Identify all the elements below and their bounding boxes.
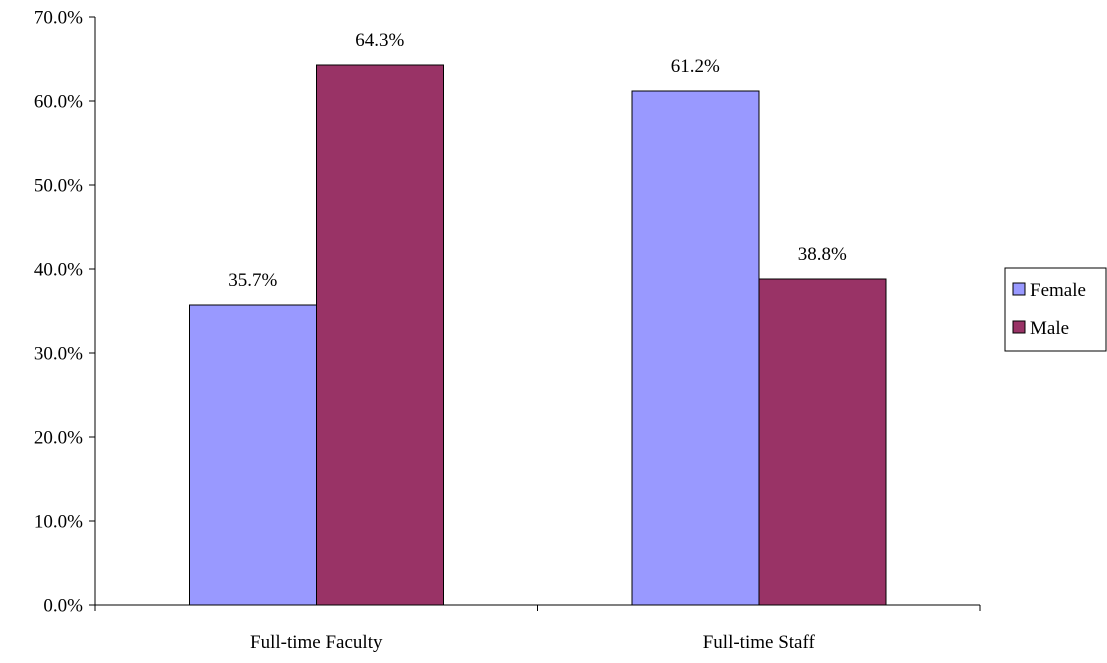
bars [188, 64, 887, 606]
data-label: 35.7% [228, 270, 277, 291]
bar-female-1 [631, 90, 760, 606]
y-tick-label: 0.0% [43, 596, 83, 617]
y-axis: 0.0% 10.0% 20.0% 30.0% 40.0% 50.0% 60.0% 70.0% [34, 8, 96, 617]
data-label: 38.8% [798, 244, 847, 265]
legend-box [1004, 267, 1107, 352]
data-label: 61.2% [671, 56, 720, 77]
bar-male-0 [315, 64, 444, 606]
bar-male-1 [758, 278, 887, 606]
data-labels: 35.7% 64.3% 61.2% 38.8% [228, 30, 847, 291]
legend-label-male: Male [1030, 318, 1069, 339]
y-tick-label: 60.0% [34, 92, 83, 113]
y-tick-label: 70.0% [34, 8, 83, 29]
x-category-label: Full-time Faculty [250, 632, 383, 653]
legend-label-female: Female [1030, 280, 1086, 301]
x-category-label: Full-time Staff [703, 632, 816, 653]
x-axis: Full-time Faculty Full-time Staff [94, 604, 981, 653]
y-tick-label: 40.0% [34, 260, 83, 281]
y-tick-label: 20.0% [34, 428, 83, 449]
y-tick-label: 10.0% [34, 512, 83, 533]
data-label: 64.3% [355, 30, 404, 51]
bar-female-0 [188, 304, 317, 606]
y-tick-label: 30.0% [34, 344, 83, 365]
legend-swatch-female [1012, 282, 1026, 296]
legend-swatch-male [1012, 320, 1026, 334]
y-tick-label: 50.0% [34, 176, 83, 197]
legend: Female Male [1004, 267, 1107, 352]
